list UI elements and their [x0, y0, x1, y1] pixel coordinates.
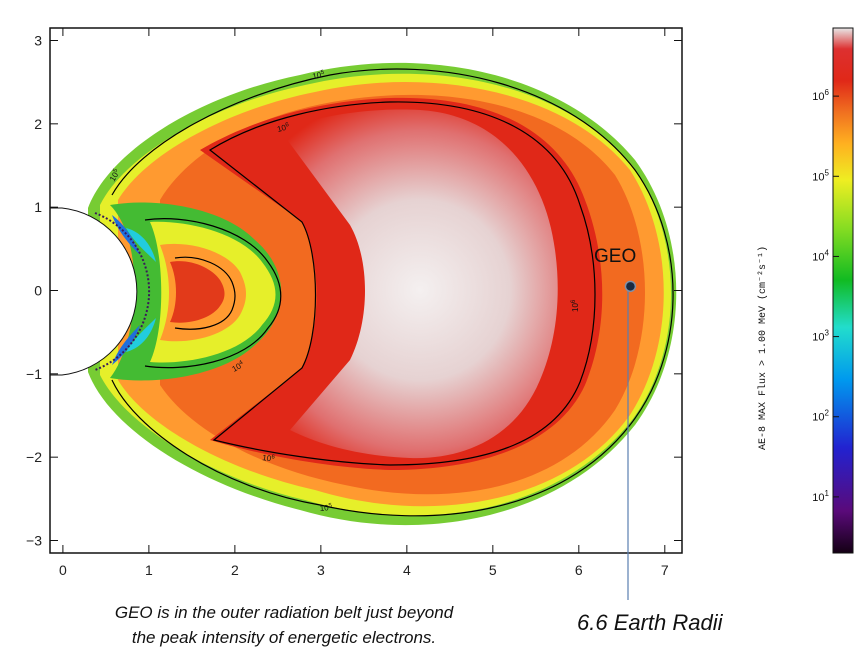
colorbar-tick-label: 105 — [812, 168, 829, 183]
colorbar-title: AE-8 MAX Flux > 1.00 MeV (cm⁻²s⁻¹) — [757, 246, 769, 450]
x-tick-label: 1 — [145, 562, 153, 578]
x-tick-label: 2 — [231, 562, 239, 578]
colorbar: AE-8 MAX Flux > 1.00 MeV (cm⁻²s⁻¹) 106 10… — [757, 28, 853, 553]
y-tick-label: 1 — [34, 199, 42, 215]
geo-marker — [625, 281, 635, 291]
x-tick-label: 0 — [59, 562, 67, 578]
y-tick-label: 2 — [34, 116, 42, 132]
x-tick-label: 6 — [575, 562, 583, 578]
y-tick-label: −2 — [26, 449, 42, 465]
x-tick-label: 4 — [403, 562, 411, 578]
y-tick-label: 0 — [34, 283, 42, 299]
y-tick-label: −1 — [26, 366, 42, 382]
x-tick-label: 3 — [317, 562, 325, 578]
y-tick-label: 3 — [34, 33, 42, 49]
colorbar-tick-label: 102 — [812, 409, 829, 424]
colorbar-tick-label: 104 — [812, 248, 829, 263]
colorbar-tick-label: 101 — [812, 489, 829, 504]
colorbar-scale — [833, 28, 853, 553]
colorbar-tick-label: 106 — [812, 88, 829, 103]
radii-annotation: 6.6 Earth Radii — [577, 610, 723, 636]
x-tick-label: 5 — [489, 562, 497, 578]
geo-label: GEO — [594, 246, 636, 267]
x-tick-label: 7 — [661, 562, 669, 578]
y-tick-label: −3 — [26, 533, 42, 549]
colorbar-tick-label: 103 — [812, 329, 829, 344]
caption-line-1: GEO is in the outer radiation belt just … — [4, 600, 564, 625]
caption: GEO is in the outer radiation belt just … — [4, 600, 564, 650]
caption-line-2: the peak intensity of energetic electron… — [4, 625, 564, 650]
